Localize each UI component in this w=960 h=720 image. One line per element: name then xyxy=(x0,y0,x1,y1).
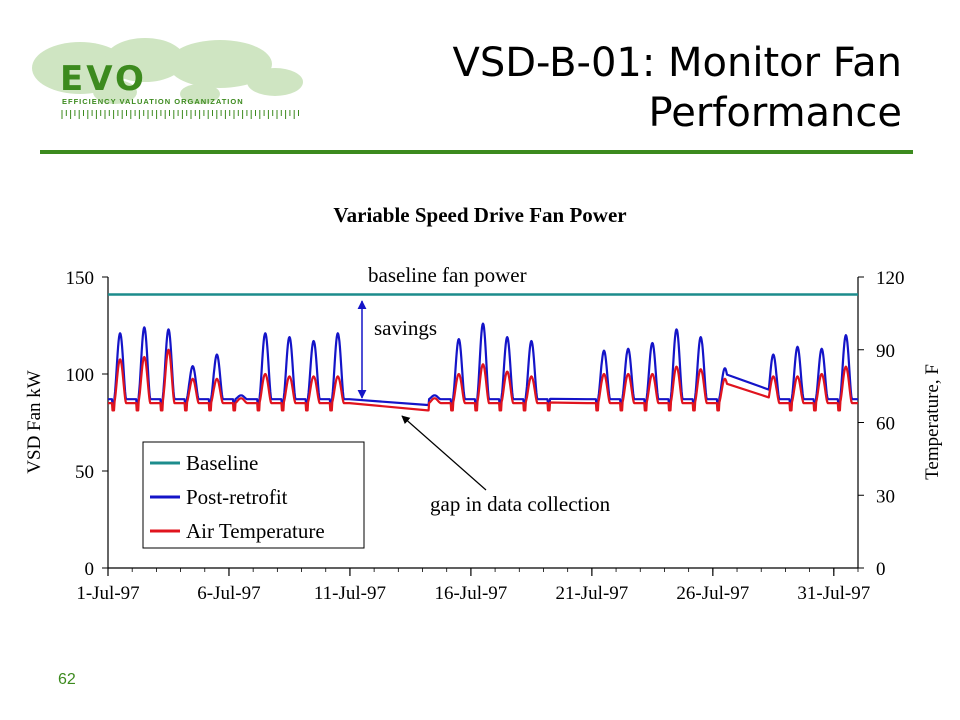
baseline-annotation: baseline fan power xyxy=(368,263,527,287)
y-tick-label-left: 100 xyxy=(66,365,95,386)
x-tick-label: 31-Jul-97 xyxy=(797,583,870,604)
y-tick-label-right: 30 xyxy=(876,486,895,507)
fan-power-chart: Variable Speed Drive Fan Power 0 50 100 150… xyxy=(24,203,943,604)
y-axis-label: VSD Fan kW xyxy=(24,370,45,474)
page-number: 62 xyxy=(58,671,76,688)
title-divider xyxy=(40,150,913,154)
x-tick-label: 26-Jul-97 xyxy=(676,583,749,604)
series-layer xyxy=(107,293,859,412)
evo-logo: EVO EFFICIENCY VALUATION ORGANIZATION xyxy=(32,38,303,119)
logo-tagline: EFFICIENCY VALUATION ORGANIZATION xyxy=(62,97,244,106)
y-tick-label-left: 50 xyxy=(75,462,94,483)
series-air-temperature-line xyxy=(107,348,859,412)
x-tick-label: 16-Jul-97 xyxy=(434,583,507,604)
x-tick-label: 21-Jul-97 xyxy=(555,583,628,604)
logo-ruler xyxy=(61,110,299,119)
slide-title: VSD-B-01: Monitor Fan Performance xyxy=(342,38,903,138)
legend-label-baseline: Baseline xyxy=(186,451,258,475)
savings-annotation: savings xyxy=(374,316,437,340)
legend-label-air-temperature: Air Temperature xyxy=(186,519,325,543)
x-tick-label: 1-Jul-97 xyxy=(76,583,139,604)
slide-title-line-2: Performance xyxy=(648,90,902,136)
y-tick-label-left: 150 xyxy=(66,268,95,289)
world-map-icon xyxy=(32,38,303,104)
slide-title-line-1: VSD-B-01: Monitor Fan xyxy=(452,40,903,86)
legend-label-post-retrofit: Post-retrofit xyxy=(186,485,288,509)
y2-axis-label: Temperature, F xyxy=(922,364,943,480)
y-ticks-right: 0 30 60 90 120 xyxy=(858,268,905,580)
gap-annotation: gap in data collection xyxy=(430,492,611,516)
y-ticks-left: 0 50 100 150 xyxy=(66,268,108,580)
x-tick-label: 11-Jul-97 xyxy=(314,583,386,604)
x-ticks: 1-Jul-97 6-Jul-97 11-Jul-97 16-Jul-97 21-Jul… xyxy=(76,568,870,604)
chart-legend: Baseline Post-retrofit Air Temperature xyxy=(142,441,365,549)
chart-title: Variable Speed Drive Fan Power xyxy=(333,203,626,227)
logo-wordmark: EVO xyxy=(60,59,147,99)
y-tick-label-right: 90 xyxy=(876,341,895,362)
y-tick-label-right: 60 xyxy=(876,414,895,435)
gap-arrow xyxy=(401,415,487,491)
y-tick-label-left: 0 xyxy=(85,559,95,580)
y-tick-label-right: 120 xyxy=(876,268,905,289)
y-tick-label-right: 0 xyxy=(876,559,886,580)
x-tick-label: 6-Jul-97 xyxy=(197,583,260,604)
